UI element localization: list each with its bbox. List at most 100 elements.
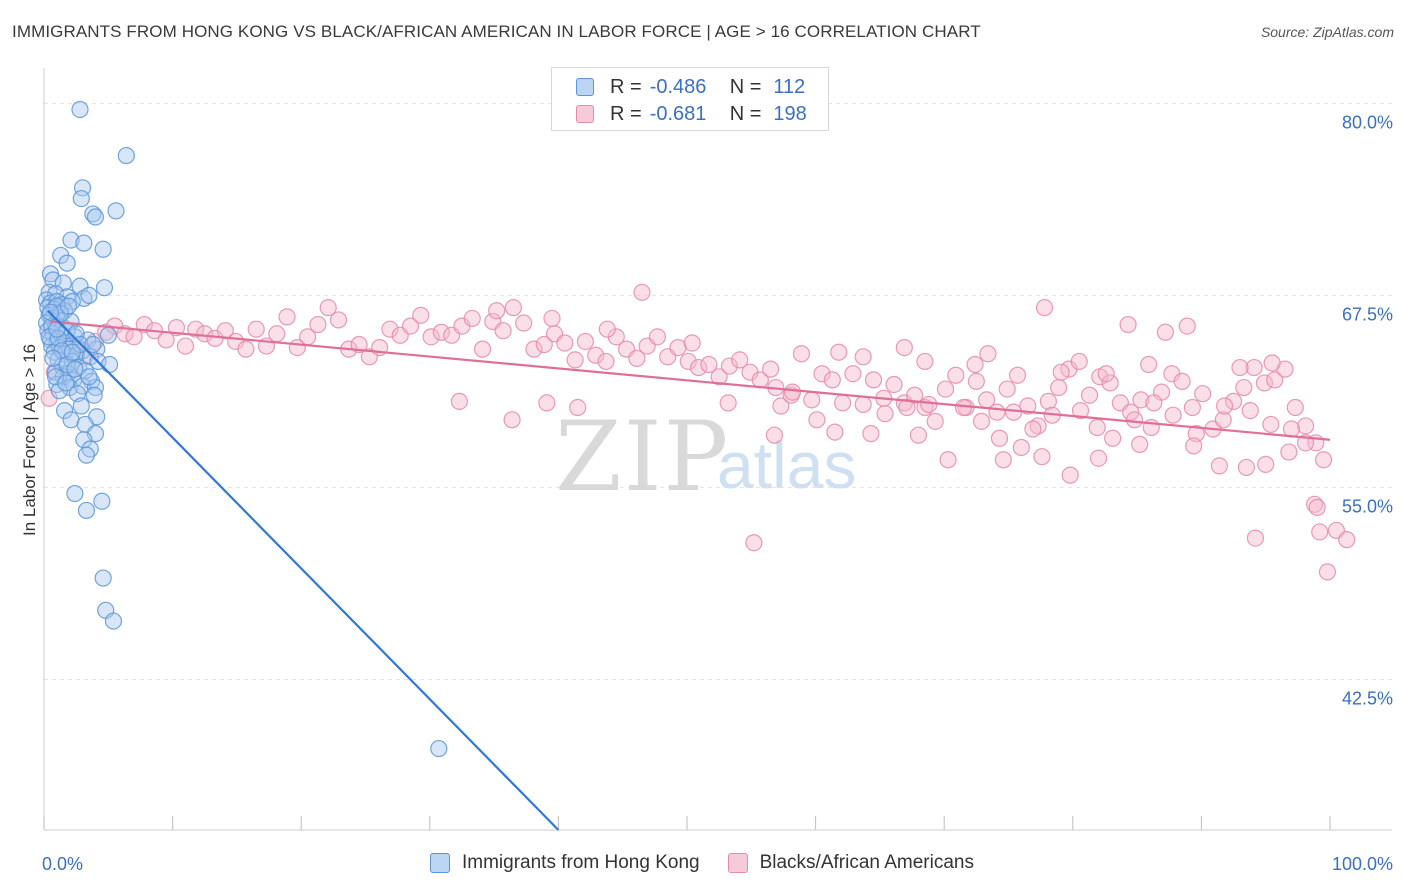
gridlines xyxy=(44,102,1392,680)
point-black xyxy=(862,425,880,443)
point-black xyxy=(761,360,780,378)
point-black xyxy=(450,392,468,410)
point-black xyxy=(1039,392,1057,410)
point-black xyxy=(237,340,255,358)
point-black xyxy=(710,368,728,386)
r-label: R = xyxy=(610,75,642,98)
point-black xyxy=(167,319,186,337)
point-hong-kong xyxy=(85,386,103,404)
point-black xyxy=(412,306,430,324)
point-hong-kong xyxy=(55,401,74,420)
point-black xyxy=(1104,429,1122,447)
point-hong-kong xyxy=(62,231,80,249)
point-black xyxy=(1305,495,1324,513)
legend-item-black[interactable]: Blacks/African Americans xyxy=(727,852,974,874)
point-black xyxy=(720,357,739,375)
point-black xyxy=(278,308,296,326)
point-hong-kong xyxy=(99,326,117,344)
point-hong-kong xyxy=(62,411,80,429)
tick-labels: 42.5% 55.0% 67.5% 80.0% 0.0% 100.0% xyxy=(42,112,1393,874)
point-black xyxy=(515,314,533,332)
legend-swatch-blue xyxy=(430,853,450,873)
point-black xyxy=(488,302,506,320)
point-black xyxy=(1035,299,1054,317)
point-black xyxy=(683,334,701,352)
point-black xyxy=(679,352,697,371)
point-black xyxy=(569,398,587,417)
legend-swatch-pink xyxy=(727,853,748,873)
point-hong-kong xyxy=(100,355,119,374)
point-hong-kong xyxy=(72,397,90,415)
point-black xyxy=(1266,371,1284,389)
point-black xyxy=(854,395,872,414)
point-hong-kong xyxy=(63,343,81,361)
point-black xyxy=(854,348,872,366)
point-hong-kong xyxy=(80,368,98,386)
point-black xyxy=(1314,451,1333,469)
point-black xyxy=(598,320,616,338)
r-value: -0.681 xyxy=(649,102,707,125)
point-black xyxy=(700,355,718,374)
point-black xyxy=(936,380,955,398)
stats-legend-row-hong-kong: R = -0.486 N = 112 xyxy=(576,75,805,99)
point-black xyxy=(920,395,938,414)
n-value: 112 xyxy=(773,75,806,98)
point-black xyxy=(1318,563,1337,581)
point-black xyxy=(926,412,944,430)
point-black xyxy=(1131,435,1149,453)
point-black xyxy=(633,283,651,301)
point-black xyxy=(1033,448,1051,466)
point-hong-kong xyxy=(77,446,96,464)
point-black xyxy=(783,383,802,401)
point-hong-kong xyxy=(94,240,112,258)
point-black xyxy=(1140,355,1158,374)
point-black xyxy=(422,328,440,346)
y-tick-label: 80.0% xyxy=(1342,112,1393,132)
point-black xyxy=(1012,438,1030,457)
point-hong-kong xyxy=(66,484,84,503)
y-tick-label: 55.0% xyxy=(1342,496,1393,516)
series-immigrants-hong-kong xyxy=(37,100,448,758)
point-black xyxy=(1255,374,1274,392)
point-black xyxy=(97,323,115,341)
point-hong-kong xyxy=(72,189,90,208)
y-axis-label: In Labor Force | Age > 16 xyxy=(20,343,39,537)
point-black xyxy=(1194,385,1212,403)
y-tick-label: 67.5% xyxy=(1342,304,1393,324)
point-black xyxy=(504,299,522,317)
legend-label-black: Blacks/African Americans xyxy=(759,852,974,873)
point-black xyxy=(979,345,997,363)
point-black xyxy=(772,397,790,415)
legend-item-hong-kong[interactable]: Immigrants from Hong Kong xyxy=(430,852,700,874)
stats-legend-row-black: R = -0.681 N = 198 xyxy=(576,102,807,126)
point-black xyxy=(1024,420,1042,438)
watermark-zip: ZIP xyxy=(555,401,730,513)
y-tick-label: 42.5% xyxy=(1342,688,1393,708)
x-tick-label: 0.0% xyxy=(42,854,83,874)
point-hong-kong xyxy=(107,202,125,220)
point-black xyxy=(1262,415,1280,434)
point-black xyxy=(628,349,646,367)
point-black xyxy=(1241,401,1259,420)
point-hong-kong xyxy=(84,335,102,354)
point-black xyxy=(1214,411,1232,429)
point-black xyxy=(906,386,924,404)
point-hong-kong xyxy=(80,286,98,304)
chart-title: IMMIGRANTS FROM HONG KONG VS BLACK/AFRIC… xyxy=(12,22,981,41)
x-tick-label: 100.0% xyxy=(1332,854,1393,874)
point-black xyxy=(1125,411,1144,429)
point-hong-kong xyxy=(77,501,96,520)
point-black xyxy=(1263,354,1281,372)
point-hong-kong xyxy=(117,146,135,165)
point-black xyxy=(895,339,913,357)
point-black xyxy=(719,394,737,412)
point-black xyxy=(988,403,1006,421)
trend-lines xyxy=(47,309,1331,831)
point-black xyxy=(1119,315,1137,334)
point-black xyxy=(576,332,595,351)
point-black xyxy=(1101,374,1119,392)
point-hong-kong xyxy=(75,234,93,252)
point-black xyxy=(885,375,903,394)
point-black xyxy=(803,391,821,409)
